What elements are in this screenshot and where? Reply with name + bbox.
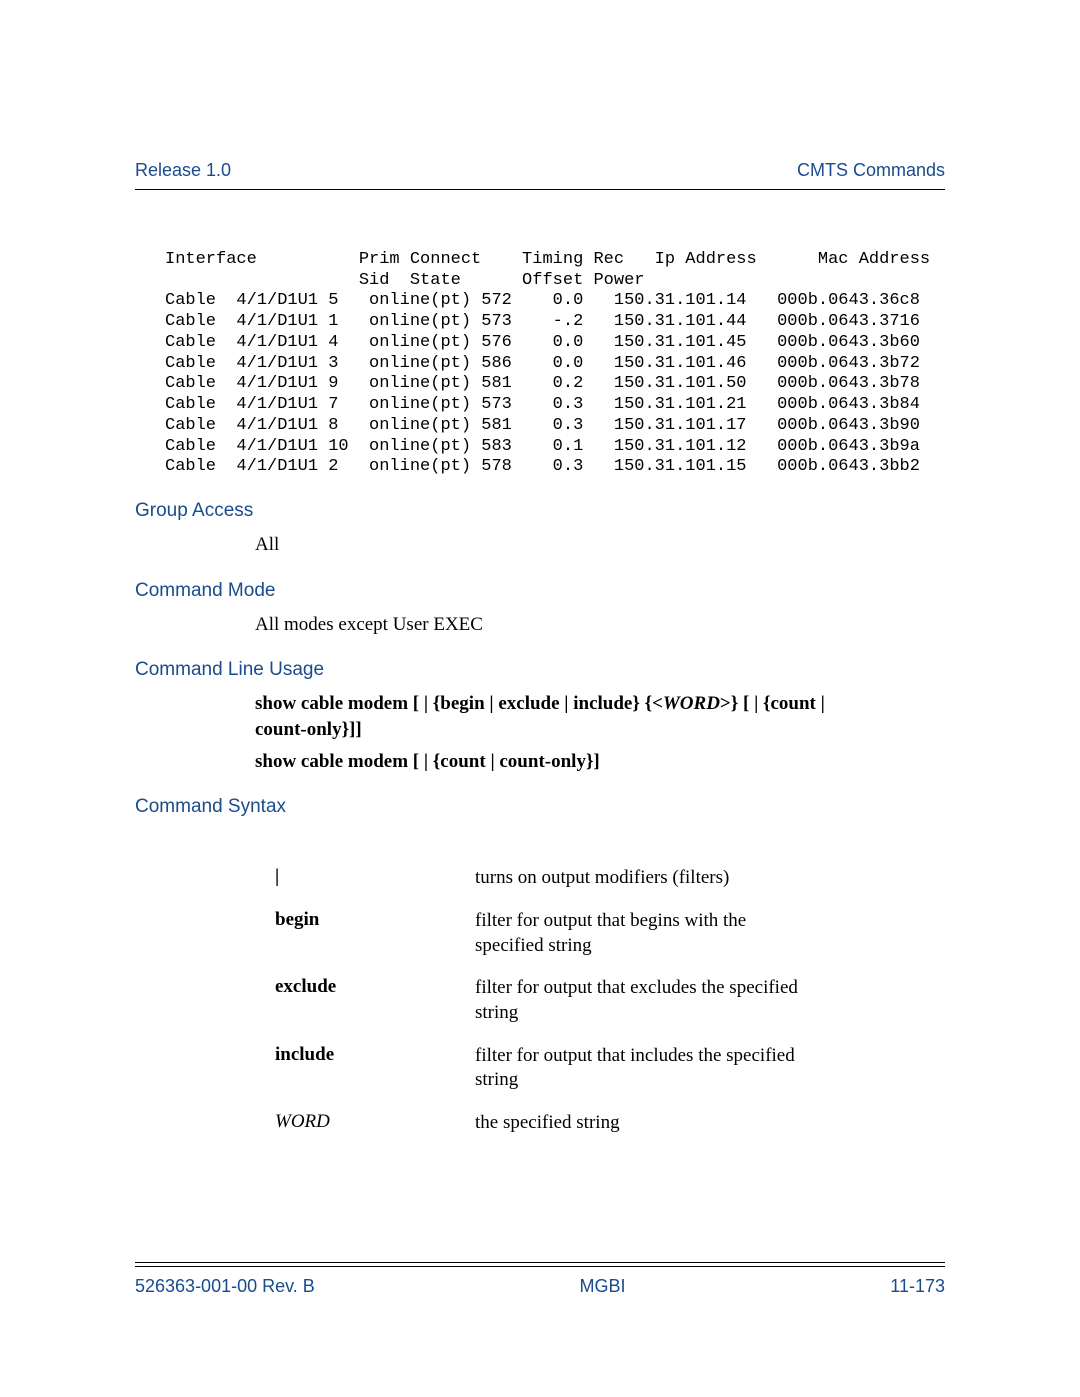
- syntax-key: exclude: [275, 976, 475, 1025]
- header-right: CMTS Commands: [797, 160, 945, 181]
- syntax-desc: turns on output modifiers (filters): [475, 866, 815, 891]
- syntax-desc: the specified string: [475, 1111, 815, 1136]
- syntax-key: begin: [275, 909, 475, 958]
- page: Release 1.0 CMTS Commands Interface Prim…: [0, 0, 1080, 1136]
- syntax-row: WORDthe specified string: [275, 1111, 945, 1136]
- section-cmd-line-usage-title: Command Line Usage: [135, 659, 945, 681]
- syntax-desc: filter for output that includes the spec…: [475, 1044, 815, 1093]
- section-group-access-body: All: [255, 532, 875, 558]
- footer-left: 526363-001-00 Rev. B: [135, 1276, 315, 1297]
- section-command-mode-title: Command Mode: [135, 580, 945, 602]
- section-command-syntax-title: Command Syntax: [135, 796, 945, 818]
- page-header: Release 1.0 CMTS Commands: [135, 160, 945, 190]
- section-command-mode-body: All modes except User EXEC: [255, 612, 875, 638]
- syntax-row: |turns on output modifiers (filters): [275, 866, 945, 891]
- usage1-word: WORD: [663, 693, 720, 714]
- syntax-key: include: [275, 1044, 475, 1093]
- footer-rule-1: [135, 1262, 945, 1263]
- syntax-row: excludefilter for output that excludes t…: [275, 976, 945, 1025]
- syntax-key: |: [275, 866, 475, 891]
- footer-center: MGBI: [580, 1276, 626, 1297]
- syntax-row: beginfilter for output that begins with …: [275, 909, 945, 958]
- syntax-key: WORD: [275, 1111, 475, 1136]
- header-left: Release 1.0: [135, 160, 231, 181]
- footer-rule-2: [135, 1266, 945, 1267]
- footer-right: 11-173: [890, 1276, 945, 1297]
- terminal-output: Interface Prim Connect Timing Rec Ip Add…: [165, 250, 945, 478]
- syntax-desc: filter for output that excludes the spec…: [475, 976, 815, 1025]
- section-group-access-title: Group Access: [135, 500, 945, 522]
- cmd-line-usage-2: show cable modem [ | {count | count-only…: [255, 749, 875, 775]
- command-syntax-table: |turns on output modifiers (filters)begi…: [275, 866, 945, 1136]
- page-footer: 526363-001-00 Rev. B MGBI 11-173: [135, 1262, 945, 1297]
- usage1-a: show cable modem [ | {begin | exclude | …: [255, 693, 663, 714]
- cmd-line-usage-1: show cable modem [ | {begin | exclude | …: [255, 691, 875, 742]
- syntax-row: includefilter for output that includes t…: [275, 1044, 945, 1093]
- footer-row: 526363-001-00 Rev. B MGBI 11-173: [135, 1270, 945, 1297]
- syntax-desc: filter for output that begins with the s…: [475, 909, 815, 958]
